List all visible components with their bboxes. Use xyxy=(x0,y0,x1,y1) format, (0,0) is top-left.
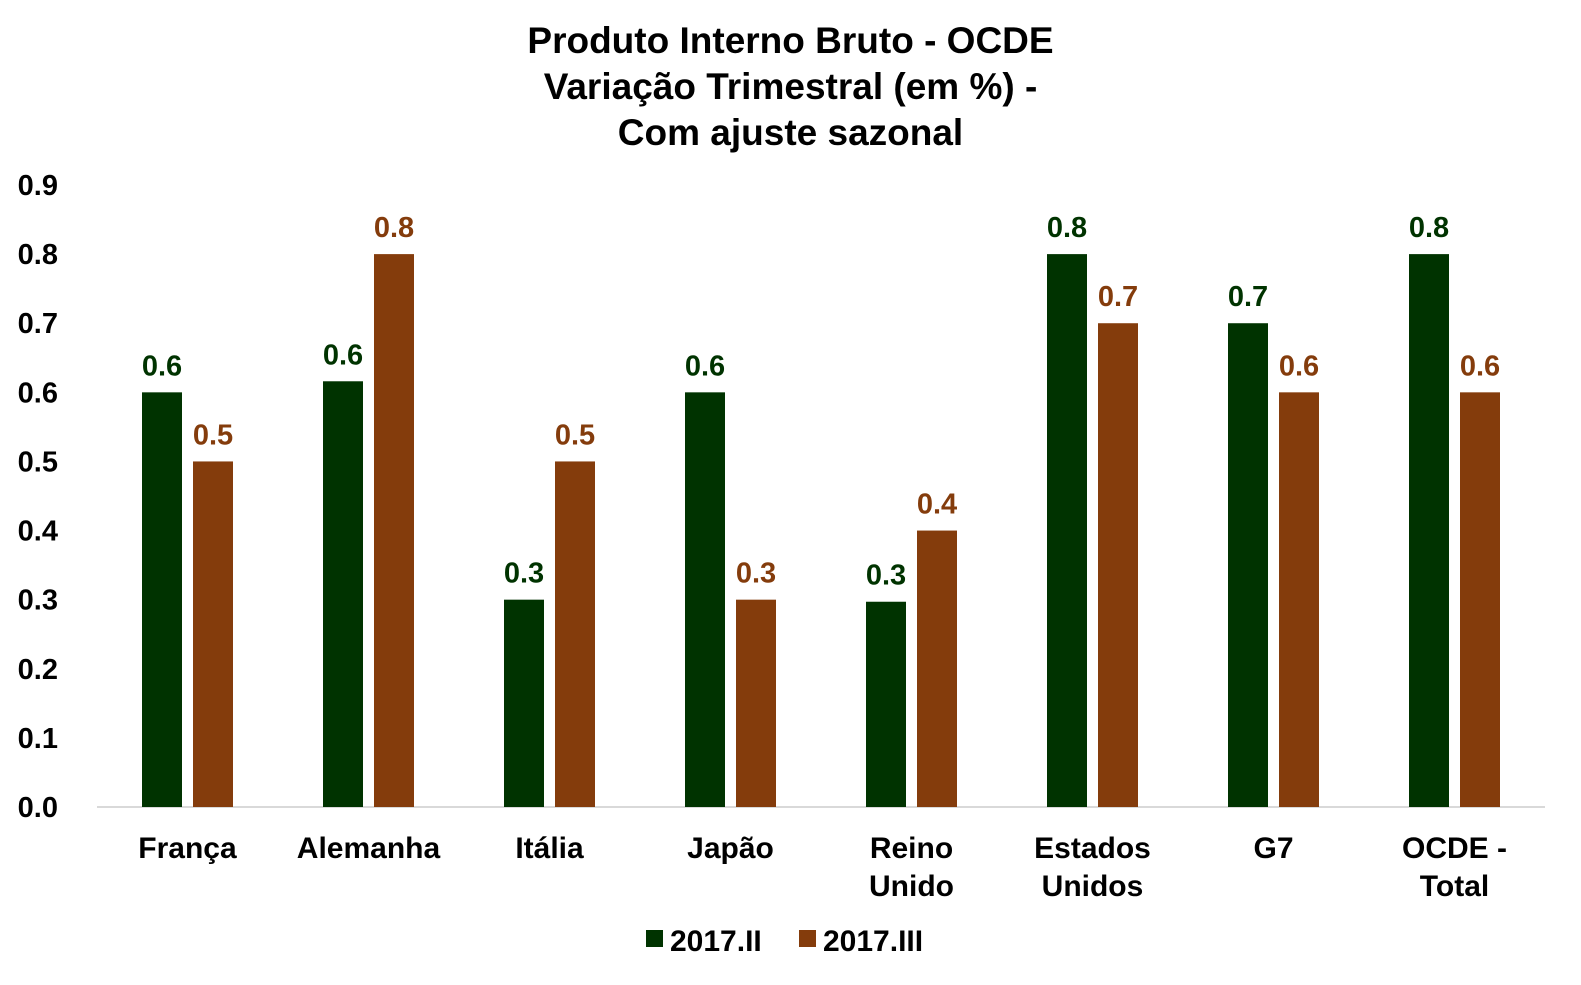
legend-label: 2017.III xyxy=(823,925,923,958)
legend-label: 2017.II xyxy=(670,925,762,958)
y-tick-label: 0.1 xyxy=(18,723,58,755)
legend-swatch xyxy=(646,930,663,947)
chart-title-line-2: Variação Trimestral (em %) - xyxy=(543,66,1038,107)
data-label: 0.6 xyxy=(1460,350,1500,382)
y-tick-label: 0.4 xyxy=(18,516,58,548)
legend-swatch xyxy=(799,930,816,947)
y-tick-label: 0.2 xyxy=(18,654,58,686)
bar-series-1 xyxy=(866,601,906,807)
x-category-label: Alemanha xyxy=(297,832,441,865)
data-label: 0.8 xyxy=(1047,212,1087,244)
x-category-label: G7 xyxy=(1253,832,1293,865)
chart-title-line-1: Produto Interno Bruto - OCDE xyxy=(527,20,1054,61)
data-label: 0.5 xyxy=(193,419,233,451)
x-category-label: Itália xyxy=(515,832,584,865)
bar-series-2 xyxy=(1460,392,1500,807)
chart-title: Produto Interno Bruto - OCDE Variação Tr… xyxy=(0,18,1581,156)
data-label: 0.7 xyxy=(1228,281,1268,313)
y-tick-label: 0.8 xyxy=(18,239,58,271)
bar-series-2 xyxy=(1279,392,1319,807)
data-label: 0.3 xyxy=(866,560,906,592)
bar-series-1 xyxy=(504,599,544,807)
data-label: 0.6 xyxy=(685,350,725,382)
bar-series-1 xyxy=(142,392,182,807)
y-tick-label: 0.7 xyxy=(18,308,58,340)
data-label: 0.7 xyxy=(1098,281,1138,313)
x-category-label: Total xyxy=(1420,870,1489,903)
x-category-label: OCDE - xyxy=(1402,832,1507,865)
y-tick-label: 0.6 xyxy=(18,377,58,409)
x-category-label: Unido xyxy=(869,870,954,903)
bar-series-2 xyxy=(1098,323,1138,807)
bar-series-2 xyxy=(736,599,776,807)
bar-series-1 xyxy=(685,392,725,807)
y-tick-label: 0.5 xyxy=(18,446,58,478)
bar-series-1 xyxy=(1047,254,1087,808)
bar-series-2 xyxy=(917,530,957,807)
x-category-label: França xyxy=(138,832,237,865)
data-label: 0.6 xyxy=(323,339,363,371)
data-label: 0.5 xyxy=(555,419,595,451)
data-label: 0.8 xyxy=(1409,212,1449,244)
x-category-label: Unidos xyxy=(1042,870,1144,903)
data-label: 0.6 xyxy=(1279,350,1319,382)
data-label: 0.3 xyxy=(504,558,544,590)
bar-series-2 xyxy=(193,461,233,807)
x-category-label: Reino xyxy=(870,832,953,865)
bar-series-1 xyxy=(1228,323,1268,807)
y-tick-label: 0.3 xyxy=(18,585,58,617)
data-label: 0.6 xyxy=(142,350,182,382)
bar-series-1 xyxy=(323,381,363,807)
bar-series-1 xyxy=(1409,254,1449,808)
chart-title-line-3: Com ajuste sazonal xyxy=(617,112,964,153)
x-category-label: Estados xyxy=(1034,832,1151,865)
x-category-label: Japão xyxy=(687,832,774,865)
bar-series-2 xyxy=(374,254,414,808)
bar-series-2 xyxy=(555,461,595,807)
y-tick-label: 0.9 xyxy=(18,170,58,202)
data-label: 0.8 xyxy=(374,212,414,244)
data-label: 0.4 xyxy=(917,489,957,521)
y-tick-label: 0.0 xyxy=(18,792,58,824)
data-label: 0.3 xyxy=(736,558,776,590)
